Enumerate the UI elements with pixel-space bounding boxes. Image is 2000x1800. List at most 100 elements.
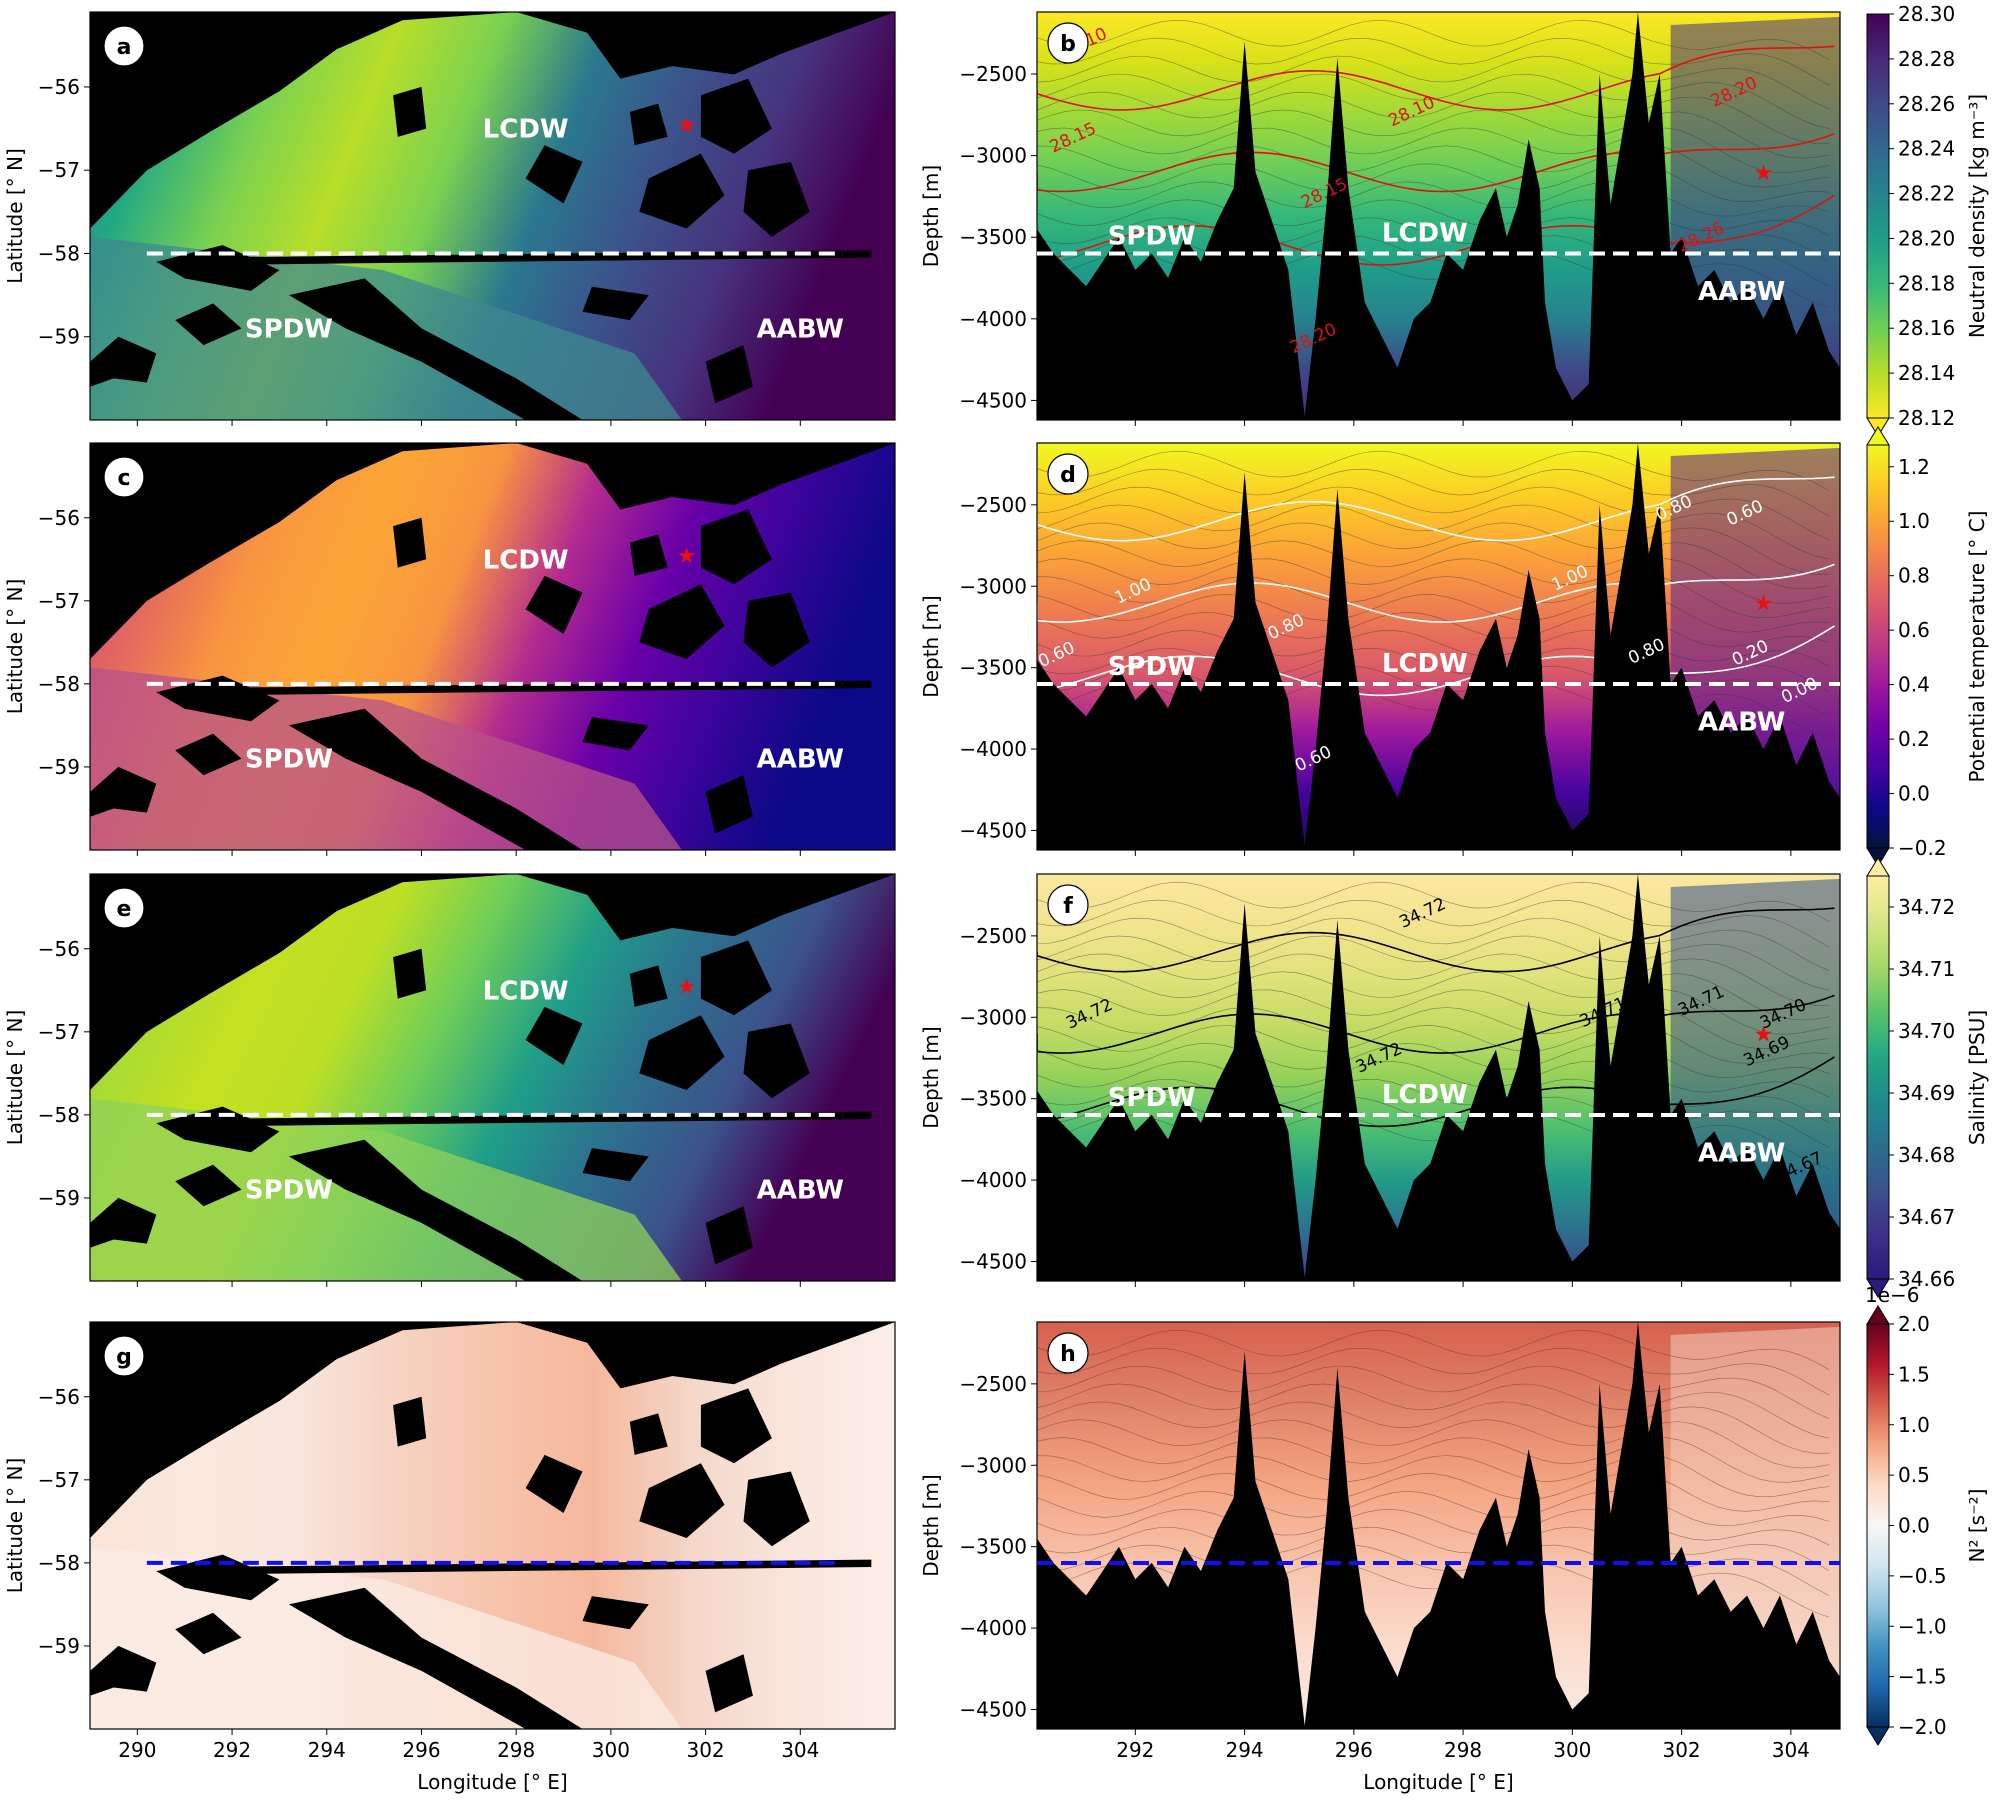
x-axis-label: Longitude [° E] [417, 1770, 567, 1794]
y-tick-label: −4000 [959, 307, 1027, 331]
axes-frame [89, 11, 896, 421]
isoline [1037, 1544, 1830, 1596]
y-tick-label: −59 [38, 325, 80, 349]
land-mass [90, 336, 157, 387]
isoline [1037, 1383, 1830, 1439]
map-panel-e: ★ LCDW SPDW AABW e −56 −57 −58 −59 Latitude [° N] [3, 873, 896, 1287]
panel-letter: f [1063, 894, 1073, 919]
water-mass-label: AABW [757, 314, 844, 344]
land-mass [525, 145, 583, 204]
isoline [1037, 1526, 1830, 1571]
x-tick-label: 304 [1772, 1738, 1810, 1762]
axes-frame [1036, 442, 1841, 851]
colorbar-tick-label: 0.5 [1898, 1463, 1930, 1487]
y-tick-label: −58 [38, 1103, 80, 1127]
colorbar-extend-max [1866, 426, 1890, 446]
isoline [1037, 917, 1830, 971]
colorbar-label: Salinity [PSU] [1965, 1010, 1989, 1145]
colorbar-tick-label: −2.0 [1898, 1715, 1947, 1739]
y-tick-label: −57 [38, 1468, 80, 1492]
y-tick-label: −58 [38, 672, 80, 696]
isoline [1037, 1096, 1830, 1148]
isoline [1037, 217, 1830, 262]
colorbar-1: 1.2 1.0 0.8 0.6 0.4 0.2 0.0 −0.2 Potential tempe… [1866, 426, 1989, 867]
land-mass [288, 1139, 583, 1281]
isoline [1037, 1365, 1830, 1419]
isoline [1037, 1437, 1830, 1483]
x-tick-label: 298 [497, 1738, 535, 1762]
isoline [1037, 109, 1830, 159]
colorbar-gradient [1866, 444, 1890, 849]
land-mass [629, 965, 668, 1007]
y-tick-label: −3000 [959, 144, 1027, 168]
isoline [1037, 1025, 1830, 1064]
colorbar-3: 2.0 1.5 1.0 0.5 0.0 −0.5 −1.0 −1.5 −2.0 1e−6 N² [s… [1865, 1283, 1989, 1746]
isoline [1037, 594, 1830, 633]
star-marker: ★ [1754, 592, 1774, 617]
land-mass [393, 517, 427, 568]
land-mass [156, 1554, 280, 1601]
section-panel-h: h −2500 −3000 −3500 −4000 −4500 292 294 296 298 30… [919, 1321, 1841, 1794]
water-mass-label: LCDW [483, 545, 569, 575]
x-tick-label: 290 [118, 1738, 156, 1762]
land-mass [90, 874, 337, 1090]
colorbar-tick-label: 28.22 [1898, 182, 1955, 206]
map-panel-c: ★ LCDW SPDW AABW c −56 −57 −58 −59 Latitude [° N] [3, 442, 896, 856]
land-mass [90, 1197, 157, 1248]
land-mass [705, 345, 753, 404]
x-tick-label: 300 [592, 1738, 630, 1762]
land-mass [175, 733, 242, 776]
land-mass [525, 1454, 583, 1513]
land-mass [629, 1413, 668, 1455]
land-mass [90, 766, 157, 817]
land-mass [639, 584, 725, 659]
colorbar-tick-label: 1.5 [1898, 1362, 1930, 1386]
axes-frame [89, 873, 896, 1282]
isoline [1037, 665, 1830, 717]
land-mass [156, 1106, 280, 1153]
isoline [1037, 1060, 1830, 1098]
y-tick-label: −4500 [959, 388, 1027, 412]
colorbar-tick-label: 28.30 [1898, 2, 1955, 26]
land-mass [743, 592, 810, 668]
axes-frame [1036, 873, 1841, 1282]
y-tick-label: −4500 [959, 818, 1027, 842]
colorbar-tick-label: 28.24 [1898, 137, 1955, 161]
isoline [1037, 235, 1830, 287]
panel-letter: h [1060, 1342, 1076, 1367]
colorbar-tick-label: 28.18 [1898, 271, 1955, 295]
y-tick-label: −3500 [959, 1087, 1027, 1111]
x-tick-label: 298 [1444, 1738, 1482, 1762]
x-tick-label: 294 [1225, 1738, 1263, 1762]
land-mass [639, 1463, 725, 1538]
land-mass [90, 1645, 157, 1696]
isoline [1037, 899, 1830, 948]
isoline [1037, 1329, 1830, 1370]
colorbar-tick-label: 0.2 [1898, 727, 1930, 751]
isoline [1037, 468, 1830, 517]
land-mass [639, 153, 725, 229]
water-mass-label: SPDW [245, 745, 333, 775]
land-mass [393, 1396, 427, 1447]
y-axis-label: Depth [m] [919, 165, 943, 267]
land-mass [525, 575, 583, 634]
x-tick-label: 302 [686, 1738, 724, 1762]
x-tick-label: 300 [1553, 1738, 1591, 1762]
y-tick-label: −56 [38, 937, 80, 961]
land-mass [743, 1471, 810, 1547]
water-mass-label: SPDW [1108, 222, 1196, 252]
land-mass [175, 1164, 242, 1207]
colorbar-tick-label: 2.0 [1898, 1312, 1930, 1336]
water-mass-label: AABW [1698, 277, 1785, 307]
water-mass-label: SPDW [1108, 1083, 1196, 1113]
land-mass [700, 1388, 772, 1464]
water-mass-label: SPDW [1108, 652, 1196, 682]
land-mass [582, 1596, 649, 1630]
isoline [1037, 1007, 1830, 1050]
water-mass-label: LCDW [483, 115, 569, 145]
map-panel-a: ★ LCDW SPDW AABW a −56 −57 −58 −59 Latitude [° N] [3, 11, 896, 426]
star-marker: ★ [1754, 1023, 1774, 1048]
water-mass-label: AABW [1698, 1138, 1785, 1168]
